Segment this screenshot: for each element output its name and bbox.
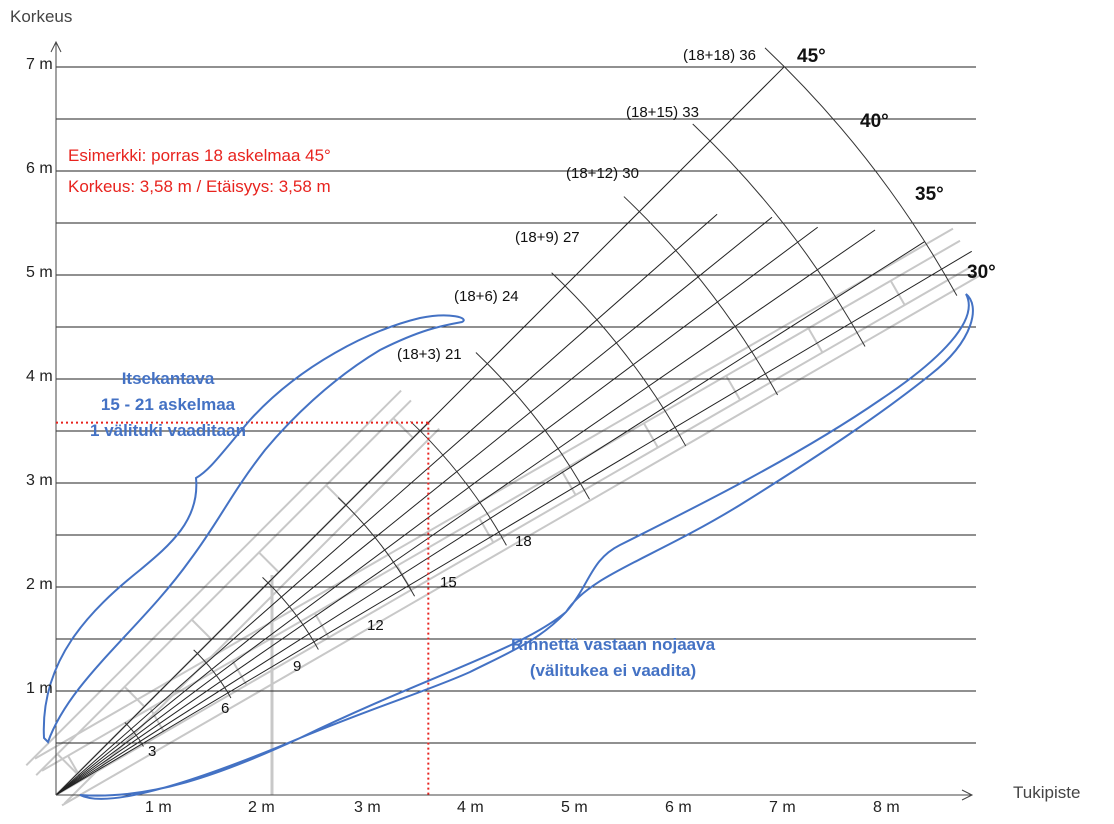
angle-label-35: 35° (915, 184, 944, 205)
stair-45deg-post (56, 753, 78, 775)
y-tick-3m: 3 m (26, 472, 53, 489)
x-tick-2m: 2 m (248, 799, 275, 816)
y-tick-6m: 6 m (26, 160, 53, 177)
x-tick-6m: 6 m (665, 799, 692, 816)
x-tick-5m: 5 m (561, 799, 588, 816)
step-arc (124, 722, 144, 747)
step-label-9: 9 (293, 658, 302, 675)
stair-30deg-handrail (34, 227, 954, 760)
step-arc (410, 421, 507, 546)
y-tick-4m: 4 m (26, 368, 53, 385)
stair-45deg-post (191, 618, 213, 641)
step-count-arcs (124, 47, 958, 747)
stair-30deg-stringer (61, 274, 981, 807)
x-tick-3m: 3 m (354, 799, 381, 816)
callout-self-supporting: Itsekantava 15 - 21 askelmaa 1 välituki … (48, 366, 288, 444)
x-tick-1m: 1 m (145, 799, 172, 816)
step-label-27: (18+9) 27 (515, 229, 580, 246)
y-tick-2m: 2 m (26, 576, 53, 593)
stair-30deg-post (807, 327, 824, 353)
x-axis-title: Tukipiste (1013, 783, 1081, 802)
step-label-33: (18+15) 33 (626, 104, 699, 121)
y-axis-title: Korkeus (10, 7, 73, 26)
callout-self-supporting-line-3: 1 välituki vaaditaan (90, 421, 246, 440)
step-arc (551, 272, 687, 447)
step-arc (262, 577, 319, 650)
example-dotted-guides (56, 421, 430, 795)
stair-30deg-post (889, 280, 906, 306)
x-tick-8m: 8 m (873, 799, 900, 816)
step-arc (692, 123, 866, 347)
y-tick-7m: 7 m (26, 56, 53, 73)
angle-label-45: 45° (797, 46, 826, 67)
callout-slope-supported-outline (79, 293, 974, 800)
stair-30deg-stringer (55, 264, 975, 796)
step-label-3: 3 (148, 743, 157, 760)
step-label-24: (18+6) 24 (454, 288, 519, 305)
callout-self-supporting-line-2: 15 - 21 askelmaa (100, 395, 236, 414)
step-arc (475, 352, 590, 500)
x-axis-arrowhead (961, 789, 974, 801)
angle-ray (55, 226, 818, 796)
step-arc (764, 47, 958, 296)
step-arc (193, 649, 232, 699)
height-gridlines (56, 66, 976, 744)
angle-ray (55, 213, 718, 796)
stair-30deg-post (478, 517, 495, 543)
x-tick-4m: 4 m (457, 799, 484, 816)
angle-label-30: 30° (967, 262, 996, 283)
step-arc (337, 497, 416, 597)
stair-30deg-post (149, 707, 166, 733)
stair-illustrations (25, 227, 981, 807)
stair-45deg-post (123, 686, 146, 708)
y-tick-5m: 5 m (26, 264, 53, 281)
step-label-18: 18 (515, 533, 532, 550)
x-tick-7m: 7 m (769, 799, 796, 816)
stair-45deg-handrail (35, 399, 412, 776)
callout-slope-supported-line-2: (välitukea ei vaadita) (529, 661, 697, 680)
stair-30deg-post (725, 375, 742, 401)
angle-ray (55, 229, 876, 796)
stair-45deg-stringer (63, 428, 440, 805)
angle-label-40: 40° (860, 111, 889, 132)
angle-ray (55, 250, 972, 796)
callout-slope-supported: Rinnettä vastaan nojaava (välitukea ei v… (448, 632, 778, 684)
example-text-line-2: Korkeus: 3,58 m / Etäisyys: 3,58 m (68, 177, 331, 196)
callout-self-supporting-outline (42, 314, 465, 744)
callout-slope-supported-line-1: Rinnettä vastaan nojaava (510, 635, 716, 654)
example-text-line-1: Esimerkki: porras 18 askelmaa 45° (68, 146, 331, 165)
step-label-15: 15 (440, 574, 457, 591)
angle-ray (55, 216, 773, 796)
stair-45deg-post (258, 551, 280, 573)
step-arc (623, 196, 778, 396)
step-label-21: (18+3) 21 (397, 346, 462, 363)
y-axis-arrowhead (50, 40, 62, 53)
stair-30deg-post (231, 660, 248, 686)
stair-45deg-handrail (25, 389, 402, 767)
step-label-30: (18+12) 30 (566, 165, 639, 182)
y-tick-1m: 1 m (26, 680, 53, 697)
step-label-12: 12 (367, 617, 384, 634)
stair-30deg-post (643, 422, 659, 448)
step-label-36: (18+18) 36 (683, 47, 756, 64)
callout-self-supporting-line-1: Itsekantava (121, 369, 215, 388)
stair-45deg-post (392, 417, 414, 439)
step-label-6: 6 (221, 700, 230, 717)
callout-outlines (42, 293, 974, 800)
